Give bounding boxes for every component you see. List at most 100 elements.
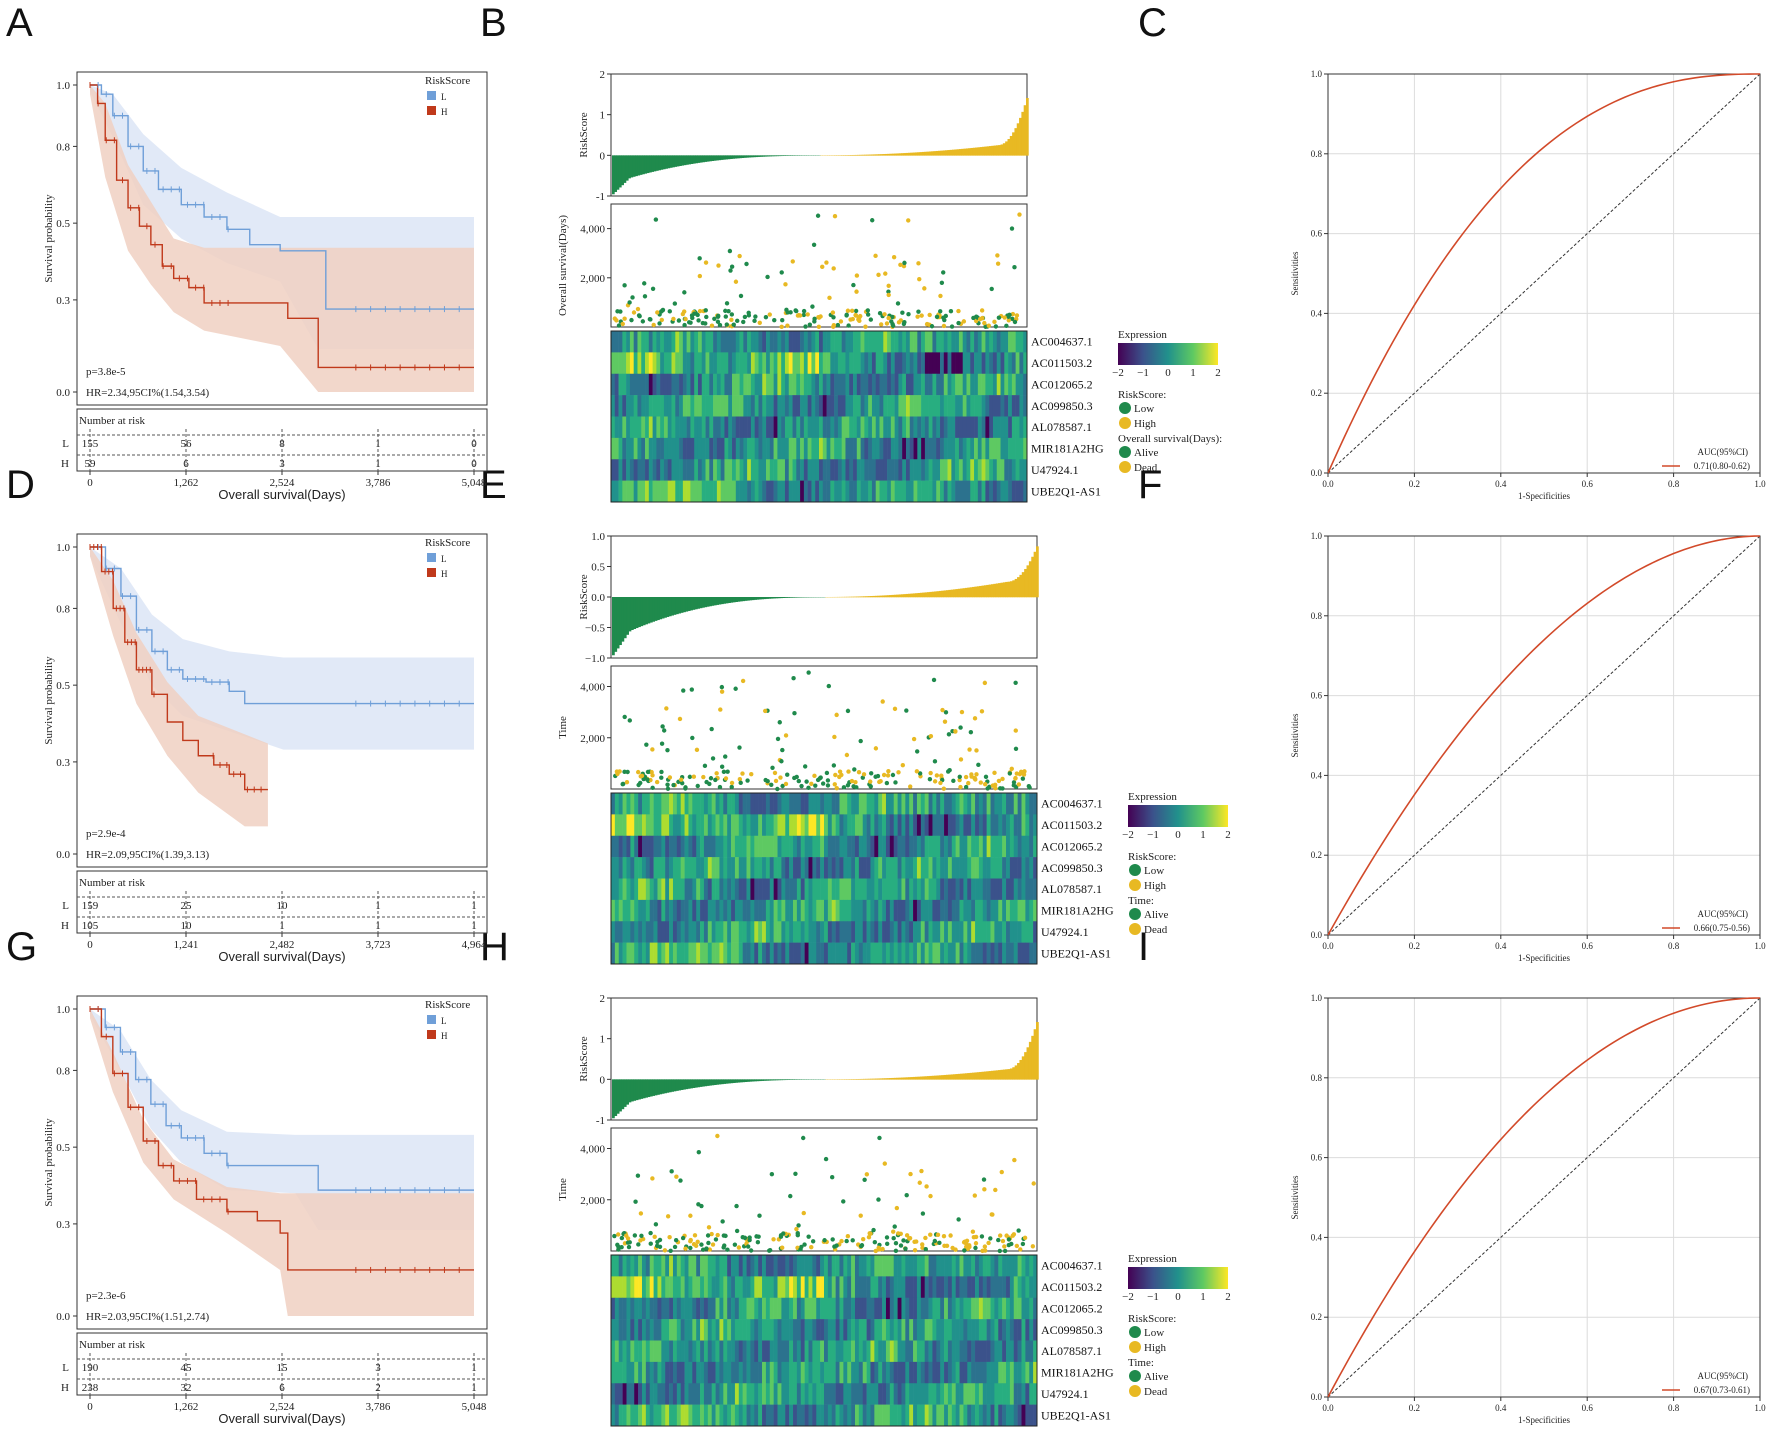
heatmap-cell <box>762 899 767 922</box>
heatmap-cell <box>688 1276 693 1299</box>
alive-patient-point <box>806 670 811 675</box>
heatmap-cell <box>866 1319 871 1341</box>
riskscore-bar <box>847 155 851 156</box>
heatmap-cell <box>672 835 678 858</box>
alive-patient-point <box>997 1248 1002 1254</box>
heatmap-cell <box>845 352 850 375</box>
heatmap-cell <box>932 1255 937 1277</box>
heatmap-cell <box>758 1276 763 1299</box>
heatmap-cell <box>638 899 643 922</box>
risk-legend-low-dot <box>1129 1326 1141 1338</box>
heatmap-cell <box>920 1276 925 1299</box>
heatmap-cell <box>611 1255 616 1277</box>
heatmap-cell <box>796 835 802 858</box>
heatmap-cell <box>966 352 971 375</box>
dead-patient-point <box>1009 766 1014 772</box>
heatmap-cell <box>611 1276 616 1299</box>
heatmap-cell <box>971 814 976 837</box>
riskscore-bar <box>949 149 953 156</box>
heatmap-cell <box>637 437 642 460</box>
heatmap-cell <box>758 1404 763 1427</box>
heatmap-cell <box>633 437 638 460</box>
heatmap-cell <box>675 437 680 460</box>
heatmap-cell <box>742 835 747 858</box>
heatmap-cell <box>824 899 829 922</box>
heatmap-cell <box>665 921 670 943</box>
risk-table-count-high: 32 <box>181 1382 192 1394</box>
heatmap-cell <box>641 459 646 481</box>
heatmap-cell <box>781 1319 786 1341</box>
heatmap-cell <box>637 480 642 503</box>
dead-patient-point <box>794 1226 799 1232</box>
heatmap-cell <box>614 857 620 879</box>
heatmap-cell <box>916 1383 922 1405</box>
heatmap-cell <box>959 1297 964 1320</box>
alive-patient-point <box>943 710 949 715</box>
heatmap-cell <box>614 395 619 417</box>
heatmap-cell <box>1017 1297 1022 1320</box>
heatmap-cell <box>1002 857 1007 879</box>
roc-y-tick-label: 0.0 <box>1311 930 1323 940</box>
riskscore-bar <box>678 597 682 614</box>
heatmap-cell <box>883 373 888 396</box>
heatmap-cell <box>902 373 907 396</box>
heatmap-cell <box>618 793 623 815</box>
heatmap-cell <box>661 1361 666 1384</box>
heatmap-cell <box>784 416 790 439</box>
heatmap-cell <box>994 878 999 901</box>
heatmap-cell <box>637 352 642 375</box>
heatmap-cell <box>905 878 910 901</box>
time-y-tick-label: 2,000 <box>580 733 605 745</box>
heatmap-cell <box>742 921 747 943</box>
dead-patient-point <box>785 323 790 328</box>
riskscore-y-tick-label: 1 <box>600 110 606 122</box>
heatmap-cell <box>796 857 802 879</box>
heatmap-cell <box>998 1255 1003 1277</box>
heatmap-gene-label: AL078587.1 <box>1041 1344 1102 1358</box>
heatmap-cell <box>671 459 676 481</box>
heatmap-cell <box>992 395 998 417</box>
alive-patient-point <box>825 783 831 788</box>
heatmap-cell <box>967 1297 972 1320</box>
risk-table-count-low: 0 <box>471 438 477 450</box>
heatmap-cell <box>951 1319 956 1341</box>
heatmap-cell <box>913 395 918 417</box>
riskscore-bar <box>886 595 890 598</box>
alive-patient-point <box>853 308 859 314</box>
dead-patient-point <box>898 262 903 267</box>
heatmap-cell <box>731 942 736 965</box>
heatmap-cell <box>874 1383 879 1405</box>
heatmap-cell <box>966 437 971 460</box>
heatmap-cell <box>996 331 1001 353</box>
heatmap-cell <box>843 1340 848 1363</box>
dead-patient-point <box>683 316 688 322</box>
alive-patient-point <box>653 217 659 222</box>
heatmap-cell <box>1025 921 1030 943</box>
heatmap-cell <box>769 1297 774 1320</box>
heatmap-cell <box>834 352 839 375</box>
roc-y-tick-label: 0.0 <box>1311 468 1323 478</box>
heatmap-cell <box>909 793 914 815</box>
roc-x-axis-label: 1-Specificities <box>1518 953 1570 963</box>
heatmap-cell <box>853 437 858 460</box>
heatmap-cell <box>731 1361 736 1384</box>
alive-patient-point <box>723 308 728 314</box>
dead-patient-point <box>982 781 988 787</box>
alive-patient-point <box>657 321 662 326</box>
risk-table-row-label-low: L <box>62 900 69 912</box>
heatmap-cell <box>649 899 654 922</box>
km-legend-swatch-low <box>427 91 436 100</box>
heatmap-cell <box>835 793 840 815</box>
roc-panel-2: 0.00.00.20.20.40.40.60.60.80.81.01.01-Sp… <box>1290 993 1766 1425</box>
riskscore-bar <box>855 1079 859 1080</box>
heatmap-cell <box>940 373 945 396</box>
riskscore-bar <box>649 1079 653 1097</box>
heatmap-cell <box>630 793 635 815</box>
heatmap-cell <box>723 942 728 965</box>
heatmap-row <box>611 942 1038 965</box>
heatmap-cell <box>680 1404 685 1427</box>
heatmap-cell <box>734 921 740 943</box>
km-x-axis-label: Overall survival(Days) <box>218 949 345 964</box>
heatmap-cell <box>1006 814 1011 837</box>
heatmap-cell <box>645 437 650 460</box>
